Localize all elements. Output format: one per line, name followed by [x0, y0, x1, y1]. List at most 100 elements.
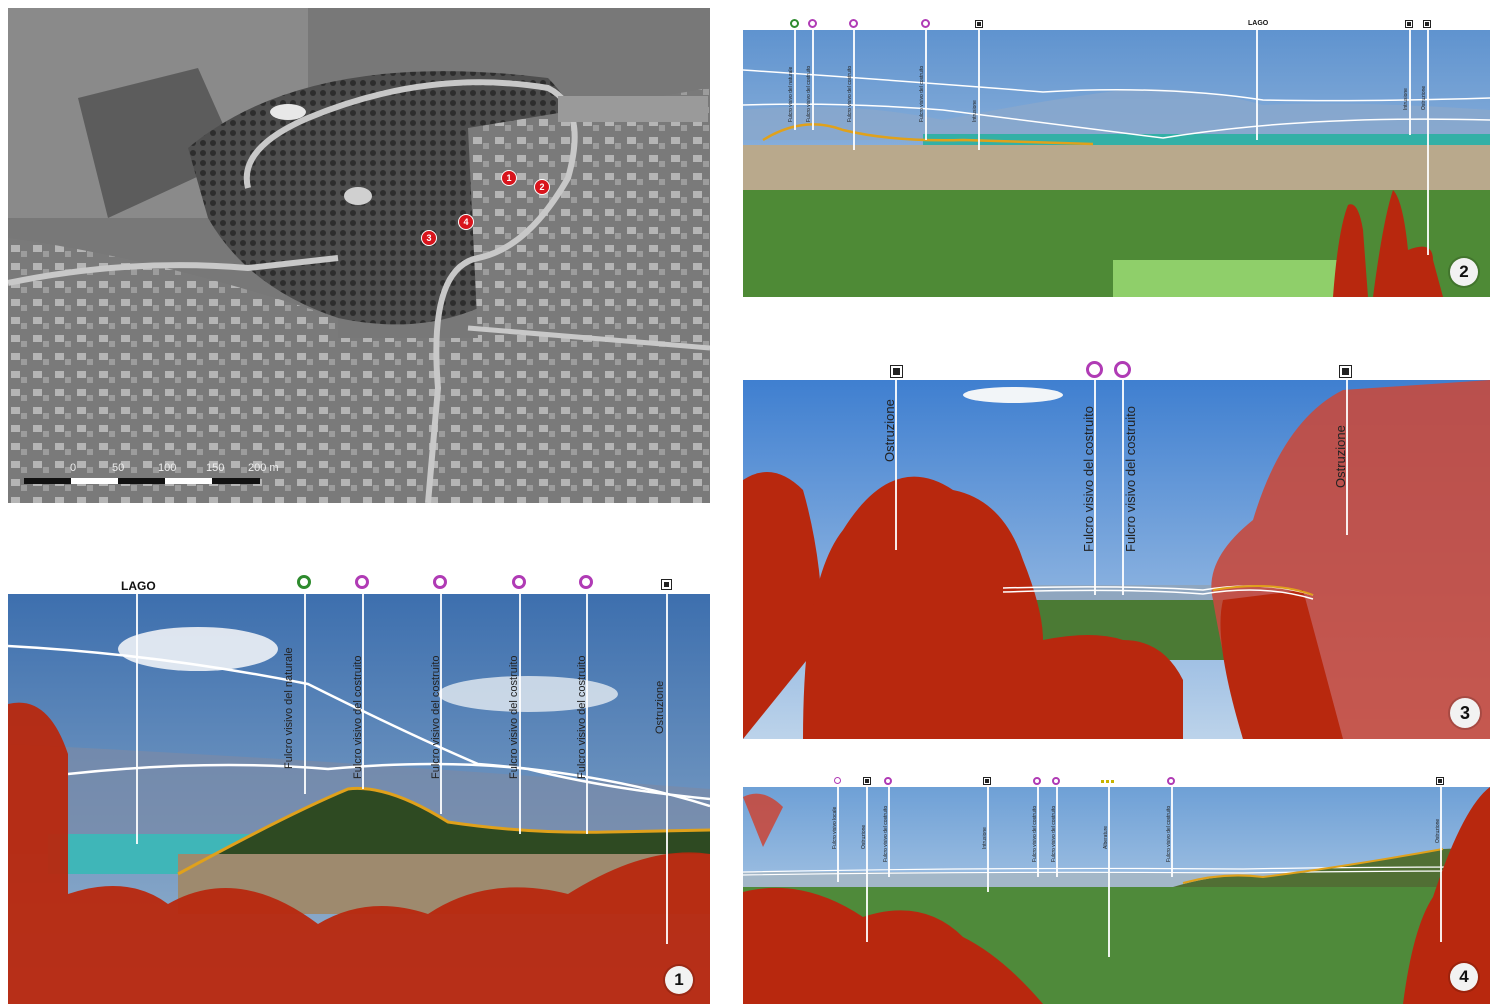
p4-annotation-6: Fulcro visivo del costruito	[1051, 805, 1057, 862]
p1-annotation-5: Fulcro visivo del costruito	[576, 655, 588, 780]
p4-annotation-3: Fulcro visivo del costruito	[883, 805, 889, 862]
p3-annotation-2: Fulcro visivo del costruito	[1081, 406, 1096, 552]
p1-annotation-4: Fulcro visivo del costruito	[508, 655, 520, 780]
p1-line-6	[666, 594, 668, 944]
p3-annotation-1: Ostruzione	[882, 399, 897, 462]
p2-annotation-7: Ostruzione	[1421, 85, 1427, 110]
scale-label-200: 200 m	[248, 462, 279, 474]
p2-annotation-5: Intrusione	[972, 100, 978, 122]
p4-annotation-5: Fulcro visivo del costruito	[1032, 805, 1038, 862]
p4-line-9	[1440, 787, 1442, 942]
p2-annotation-6: Intrusione	[1403, 88, 1409, 110]
p1-line-lago	[136, 594, 138, 844]
p4-annotation-8: Fulcro visivo del costruito	[1166, 805, 1172, 862]
p4-annotation-9: Ostruzione	[1435, 818, 1441, 843]
p3-line-2	[1094, 380, 1096, 595]
p2-line-1	[794, 30, 796, 130]
p1-fulcro-costruito-icon-1	[355, 575, 369, 589]
p1-line-2	[362, 594, 364, 789]
p3-annotation-3: Fulcro visivo del costruito	[1123, 406, 1138, 552]
p2-line-7	[1427, 30, 1429, 255]
p3-ostruzione-icon-1	[890, 365, 903, 378]
p2-line-5	[978, 30, 980, 150]
p1-line-1	[304, 594, 306, 794]
p1-fulcro-costruito-icon-3	[512, 575, 526, 589]
p3-line-3	[1122, 380, 1124, 595]
panel-2-number: 2	[1450, 258, 1478, 286]
p2-fulcro-naturale-icon	[790, 19, 799, 28]
scale-bar	[24, 478, 260, 484]
map-marker-3: 3	[421, 230, 437, 246]
p1-line-5	[586, 594, 588, 834]
p3-ostruzione-icon-2	[1339, 365, 1352, 378]
panorama-4-photo	[743, 787, 1490, 1004]
aerial-map-image	[8, 8, 710, 503]
p2-line-lago	[1256, 30, 1258, 140]
scale-label-100: 100	[158, 462, 177, 474]
p4-line-1	[837, 787, 839, 882]
panorama-2: Fulcro visivo del naturale Fulcro visivo…	[743, 30, 1490, 297]
map-marker-4: 4	[458, 214, 474, 230]
panorama-1: Fulcro visivo del naturale Fulcro visivo…	[8, 594, 710, 1004]
p4-annotation-2: Ostruzione	[861, 824, 867, 849]
p4-fulcro-costruito-icon-3	[1052, 777, 1060, 785]
p1-annotation-2: Fulcro visivo del costruito	[352, 655, 364, 780]
p4-fulcro-costruito-icon-1	[884, 777, 892, 785]
p1-line-3	[440, 594, 442, 814]
p2-intrusione-icon-2	[1405, 20, 1413, 28]
panel-4-number: 4	[1450, 963, 1478, 991]
p4-annotation-7: Alberature	[1103, 825, 1109, 849]
panorama-3: Ostruzione Fulcro visivo del costruito F…	[743, 380, 1490, 739]
p4-line-5	[1037, 787, 1039, 877]
p2-line-4	[925, 30, 927, 140]
p3-line-1	[895, 380, 897, 550]
p2-annotation-2: Fulcro visivo del costruito	[806, 65, 812, 122]
p4-intrusione-icon	[983, 777, 991, 785]
panorama-3-photo	[743, 380, 1490, 739]
p1-fulcro-costruito-icon-2	[433, 575, 447, 589]
p2-line-3	[853, 30, 855, 150]
p1-ostruzione-icon	[661, 579, 672, 590]
p3-line-4	[1346, 380, 1348, 535]
p2-line-6	[1409, 30, 1411, 135]
p2-fulcro-costruito-icon-2	[849, 19, 858, 28]
scale-label-150: 150	[206, 462, 225, 474]
panorama-2-photo	[743, 30, 1490, 297]
panel-1-number: 1	[665, 966, 693, 994]
p2-annotation-4: Fulcro visivo del costruito	[919, 65, 925, 122]
panel-3-number: 3	[1450, 698, 1480, 728]
scale-label-50: 50	[112, 462, 125, 474]
p4-line-4	[987, 787, 989, 892]
p4-line-3	[888, 787, 890, 877]
p2-intrusione-icon-1	[975, 20, 983, 28]
p1-annotation-6: Ostruzione	[654, 680, 666, 734]
p4-annotation-4: Intrusione	[982, 827, 988, 849]
p4-line-2	[866, 787, 868, 942]
p1-annotation-3: Fulcro visivo del costruito	[430, 655, 442, 780]
p1-fulcro-naturale-icon	[297, 575, 311, 589]
p3-fulcro-costruito-icon-2	[1114, 361, 1131, 378]
p4-line-7	[1108, 787, 1110, 957]
p4-fulcro-costruito-icon-2	[1033, 777, 1041, 785]
p3-fulcro-costruito-icon-1	[1086, 361, 1103, 378]
p2-fulcro-costruito-icon-3	[921, 19, 930, 28]
p4-ostruzione-icon-1	[863, 777, 871, 785]
p4-line-8	[1171, 787, 1173, 877]
p2-ostruzione-icon	[1423, 20, 1431, 28]
p2-annotation-3: Fulcro visivo del costruito	[847, 65, 853, 122]
p2-fulcro-costruito-icon-1	[808, 19, 817, 28]
p4-ostruzione-icon-2	[1436, 777, 1444, 785]
p2-annotation-1: Fulcro visivo del naturale	[788, 66, 794, 122]
p4-alberature-icon	[1101, 780, 1115, 783]
p4-fulcro-locale-icon	[834, 777, 841, 784]
p4-fulcro-costruito-icon-4	[1167, 777, 1175, 785]
p2-lago-label: LAGO	[1248, 20, 1269, 27]
p3-annotation-4: Ostruzione	[1333, 425, 1348, 488]
p4-annotation-1: Fulcro visivo locale	[832, 806, 838, 849]
p4-line-6	[1056, 787, 1058, 877]
map-marker-2: 2	[534, 179, 550, 195]
map-marker-1: 1	[501, 170, 517, 186]
scale-label-0: 0	[70, 462, 77, 474]
p1-lago-label: LAGO	[121, 579, 156, 593]
aerial-map: 1 2 3 4 0 50 100 150 200 m	[8, 8, 710, 503]
